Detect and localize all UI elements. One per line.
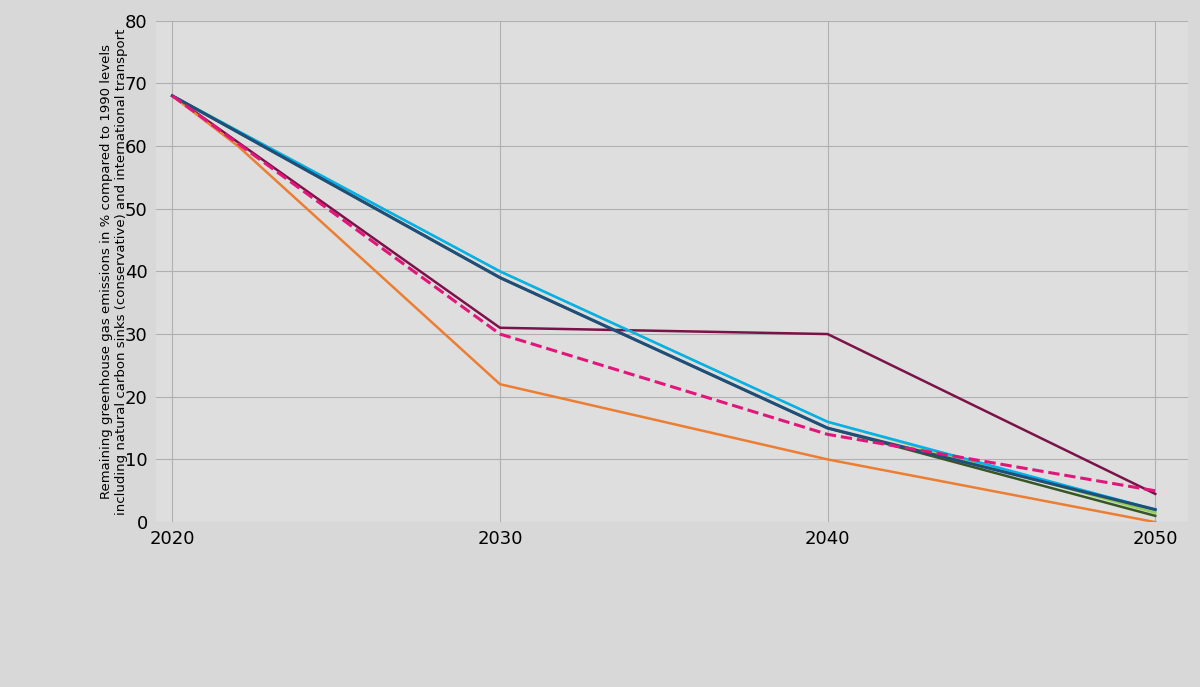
Y-axis label: Remaining greenhouse gas emissions in % compared to 1990 levels
including natura: Remaining greenhouse gas emissions in % … <box>100 28 128 515</box>
